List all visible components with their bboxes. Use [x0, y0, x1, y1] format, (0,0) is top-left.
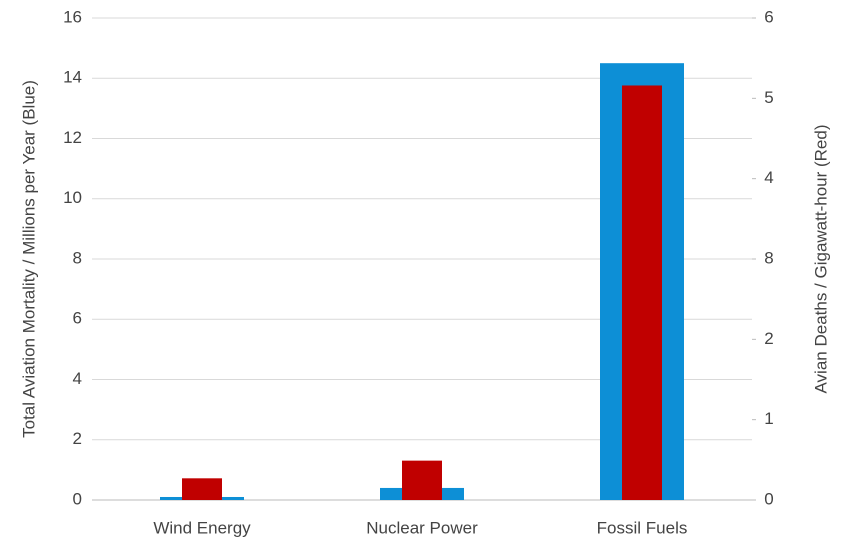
- bar: [182, 478, 222, 500]
- y-tick-label: 16: [63, 7, 82, 26]
- y-tick-label: 0: [73, 489, 82, 508]
- y2-tick-label: 1: [764, 409, 773, 428]
- y-tick-label: 14: [63, 68, 82, 87]
- y2-tick-label: 4: [764, 168, 773, 187]
- y-tick-label: 8: [73, 248, 82, 267]
- x-tick-label: Nuclear Power: [366, 518, 478, 537]
- y2-tick-label: 5: [764, 88, 773, 107]
- y2-tick-label: 8: [764, 248, 773, 267]
- y2-tick-label: 6: [764, 7, 773, 26]
- y-tick-label: 2: [73, 429, 82, 448]
- y-tick-label: 10: [63, 188, 82, 207]
- bar: [622, 85, 662, 500]
- y-axis-title: Total Aviation Mortality / Millions per …: [19, 80, 38, 438]
- y2-tick-label: 0: [764, 489, 773, 508]
- x-tick-label: Fossil Fuels: [597, 518, 688, 537]
- x-tick-label: Wind Energy: [153, 518, 251, 537]
- y2-axis-title: Avian Deaths / Gigawatt-hour (Red): [811, 125, 830, 394]
- y-tick-label: 6: [73, 309, 82, 328]
- bar: [402, 460, 442, 500]
- y-tick-label: 4: [73, 369, 82, 388]
- y-tick-label: 12: [63, 128, 82, 147]
- y2-tick-label: 2: [764, 329, 773, 348]
